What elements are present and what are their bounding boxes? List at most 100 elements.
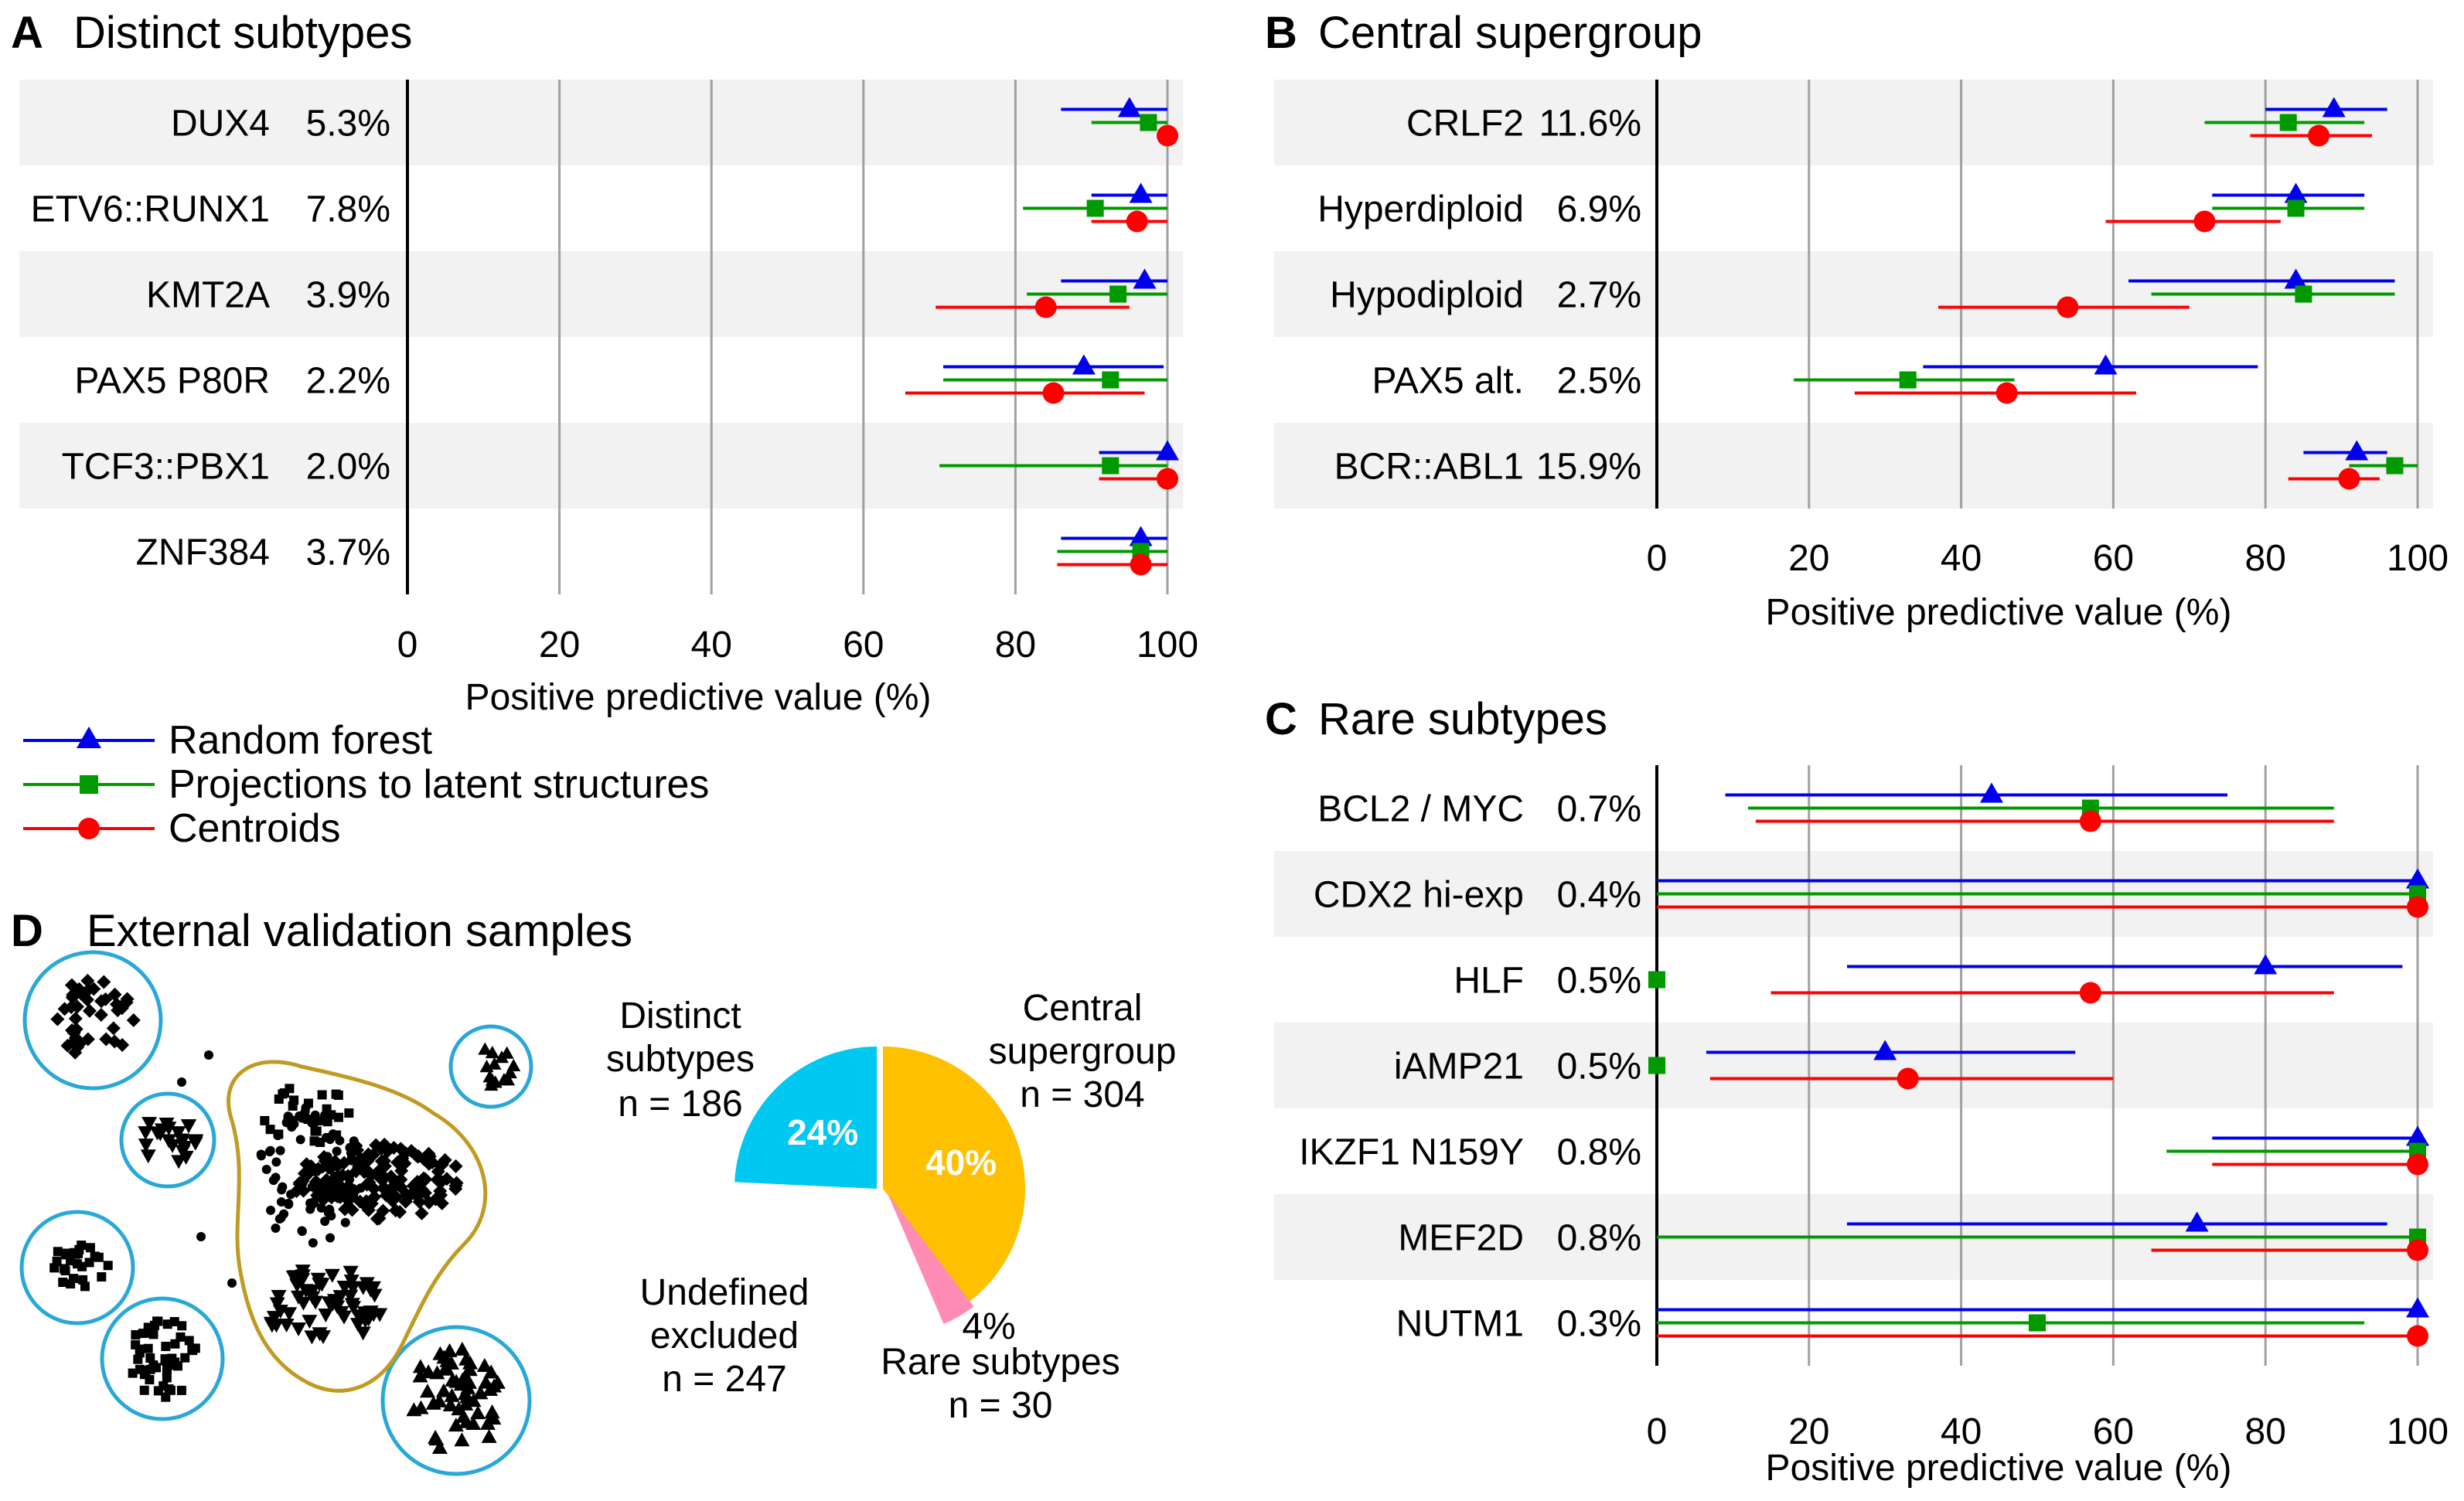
umap-point [360, 1312, 377, 1327]
panel-d-letter: D [11, 906, 43, 956]
panel-b-rf-point [2345, 440, 2369, 461]
umap-point [161, 1134, 177, 1149]
panel-b-row-percent: 15.9% [1536, 447, 1641, 488]
umap-point [143, 1343, 153, 1353]
umap-point [154, 1123, 170, 1138]
umap-point [412, 1368, 428, 1383]
panel-c-letter: C [1265, 694, 1297, 744]
umap-cluster-outline [19, 1210, 135, 1326]
umap-point [442, 1397, 458, 1412]
umap-point [444, 1387, 460, 1402]
umap-point [487, 1057, 502, 1070]
pie-slice-distinct [734, 1047, 877, 1189]
panel-a-tick-label: 20 [539, 625, 580, 665]
umap-point [470, 1405, 486, 1420]
umap-point [227, 1278, 237, 1288]
umap-point [140, 1149, 156, 1164]
umap-point [196, 1232, 206, 1241]
panel-b-row-percent: 2.7% [1557, 275, 1641, 316]
umap-point [309, 1136, 319, 1146]
panel-a-tick-label: 60 [843, 625, 884, 665]
panel-c-rf-point [2185, 1211, 2209, 1232]
panel-a-row-percent: 5.3% [306, 104, 390, 145]
legend-rf-label: Random forest [169, 718, 433, 763]
umap-point [506, 1058, 521, 1071]
panel-b-tick-label: 0 [1647, 538, 1668, 579]
pie-label-distinct-line1: Distinct [619, 996, 741, 1036]
umap-point [139, 1385, 149, 1395]
panel-b-row-label: Hypodiploid [1330, 275, 1524, 316]
panel-b-centroids-point [2338, 468, 2360, 490]
umap-point [486, 1411, 502, 1425]
panel-a-row-label: KMT2A [146, 275, 270, 316]
panel-c-centroids-point [2407, 1325, 2428, 1347]
umap-point [64, 1000, 79, 1015]
umap-point [295, 1269, 311, 1284]
umap-point [319, 1180, 329, 1190]
umap-point [376, 1203, 390, 1218]
umap-point [359, 1199, 373, 1213]
pie-chart: 40% 24% 4% [734, 1047, 1026, 1347]
umap-point [263, 1316, 279, 1331]
umap-point [82, 1003, 97, 1018]
panel-c-tick-label: 100 [2387, 1411, 2449, 1452]
umap-point [355, 1326, 371, 1341]
umap-point [288, 1115, 298, 1125]
umap-point [150, 1320, 160, 1330]
umap-point [73, 1036, 87, 1051]
umap-point [343, 1265, 359, 1280]
umap-point [279, 1209, 289, 1219]
umap-point [271, 1289, 287, 1304]
umap-point [333, 1112, 343, 1122]
umap-point [274, 1129, 284, 1139]
umap-point [145, 1364, 155, 1374]
umap-point [458, 1351, 475, 1366]
umap-point [187, 1136, 203, 1151]
umap-point [478, 1042, 492, 1055]
panel-c-row-label: CDX2 hi-exp [1314, 875, 1524, 916]
umap-point [398, 1145, 413, 1160]
umap-point [311, 1176, 321, 1186]
umap-point [451, 1401, 467, 1416]
umap-point [484, 1404, 500, 1418]
legend-pls-marker [80, 775, 98, 794]
umap-point [309, 1166, 319, 1176]
umap-point [69, 1274, 79, 1284]
umap-point [297, 1226, 307, 1236]
umap-point [481, 1428, 497, 1443]
panel-c-rf-point [1873, 1040, 1897, 1060]
umap-point [455, 1372, 471, 1387]
legend-centroids-marker [78, 818, 100, 839]
umap-point [318, 1309, 334, 1323]
panel-a-rf-point [1117, 97, 1141, 117]
umap-point [107, 987, 122, 1002]
umap-point [365, 1281, 381, 1295]
umap-point [295, 1135, 305, 1145]
umap-point [261, 1164, 271, 1174]
panel-a-row-label: ZNF384 [136, 533, 270, 574]
panel-b-pls-point [2287, 199, 2305, 217]
panel-c-centroids-point [2079, 810, 2101, 832]
panel-c-centroids-point [2407, 896, 2428, 918]
pie-label-distinct-line2: subtypes [606, 1039, 755, 1080]
umap-point [330, 1188, 340, 1198]
umap-point [299, 1157, 314, 1172]
umap-point [349, 1318, 366, 1333]
umap-point [394, 1173, 408, 1187]
umap-cluster-outline [100, 1296, 225, 1421]
umap-point [462, 1362, 478, 1377]
umap-point [312, 1327, 328, 1342]
umap-point [141, 1117, 158, 1132]
umap-point [325, 1233, 335, 1243]
umap-point [317, 1090, 327, 1100]
umap-point [80, 1281, 90, 1292]
panel-a-centroids-point [1042, 382, 1065, 404]
panel-c-row-percent: 0.8% [1557, 1132, 1641, 1173]
panel-c-rf-point [2254, 954, 2278, 975]
umap-point [120, 992, 135, 1006]
umap-point [324, 1268, 340, 1283]
panel-b-tick-label: 60 [2093, 538, 2134, 579]
pie-label-undefined-n: n = 247 [662, 1359, 786, 1400]
umap-point [187, 1344, 197, 1354]
umap-point [332, 1146, 342, 1156]
